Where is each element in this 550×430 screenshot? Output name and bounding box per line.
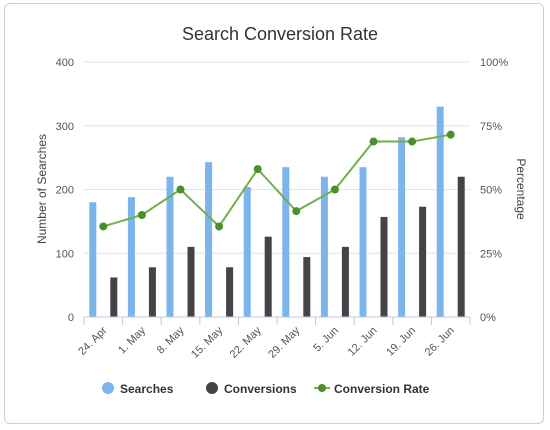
conversion-rate-point [408, 137, 417, 146]
y-tick-left-label: 100 [56, 248, 74, 260]
conversions-bar [380, 216, 388, 317]
x-tick-label: 22. May [228, 324, 265, 361]
y-axis-left-title: Number of Searches [35, 134, 49, 244]
legend-item[interactable]: Conversion Rate [314, 382, 430, 396]
searches-bar [282, 167, 290, 317]
y-axis-right-title: Percentage [514, 158, 528, 220]
x-tick-label: 24. Apr [76, 324, 109, 357]
searches-bar [127, 197, 135, 317]
conversion-rate-point [215, 222, 224, 231]
searches-bar [89, 202, 97, 317]
bars [89, 106, 465, 317]
searches-bar [436, 106, 444, 317]
conversions-bar [419, 206, 427, 317]
conversions-bar [110, 277, 118, 317]
searches-bar [398, 137, 406, 317]
conversion-rate-point [99, 222, 108, 231]
searches-bar [243, 186, 251, 317]
conversions-bar [457, 176, 465, 317]
x-tick-label: 1. May [116, 324, 148, 356]
conversions-bar [187, 246, 195, 317]
x-tick-label: 19. Jun [384, 325, 418, 359]
conversions-bar [303, 257, 311, 317]
conversions-bar [341, 246, 349, 317]
searches-bar [166, 176, 174, 317]
conversion-rate-point [137, 211, 146, 219]
conversion-rate-point [330, 185, 339, 194]
y-tick-left-label: 0 [68, 312, 74, 324]
conversions-bar [226, 267, 234, 317]
y-tick-right-label: 75% [480, 121, 502, 133]
searches-bar [359, 167, 367, 317]
legend-label: Conversion Rate [334, 382, 430, 396]
conversion-rate-point [369, 137, 378, 146]
y-tick-right-label: 50% [480, 185, 502, 197]
conversion-rate-point [253, 165, 262, 174]
legend[interactable]: Searches Conversions Conversion Rate [102, 382, 430, 396]
searches-bar [320, 176, 328, 317]
gridlines [84, 61, 470, 254]
y-tick-left-label: 200 [56, 185, 74, 197]
x-tick-label: 26. Jun [423, 325, 457, 359]
legend-bar-symbol [102, 382, 114, 394]
x-tick-label: 5. Jun [311, 325, 341, 355]
x-tick-label: 15. May [189, 324, 226, 361]
searches-bar [205, 162, 213, 317]
x-tick-label: 8. May [155, 324, 187, 356]
conversion-rate-point [292, 207, 301, 216]
y-tick-left-label: 400 [56, 57, 74, 69]
y-tick-right-label: 100% [480, 57, 508, 69]
y-tick-left-label: 300 [56, 121, 74, 133]
legend-point-symbol [318, 384, 326, 392]
y-tick-right-label: 0% [480, 312, 496, 324]
legend-label: Conversions [224, 382, 297, 396]
conversions-bar [264, 236, 272, 317]
legend-item[interactable]: Conversions [206, 382, 297, 396]
y-tick-right-label: 25% [480, 248, 502, 260]
conversion-rate-point [176, 185, 185, 194]
conversions-bar [148, 267, 156, 317]
x-tick-label: 12. Jun [346, 325, 380, 359]
legend-bar-symbol [206, 382, 218, 394]
conversion-rate-point [446, 130, 455, 139]
legend-item[interactable]: Searches [102, 382, 174, 396]
legend-label: Searches [120, 382, 174, 396]
x-tick-label: 29. May [266, 324, 303, 361]
conversion-rate-path [103, 133, 451, 229]
conversion-rate-line [99, 130, 455, 231]
chart-title: Search Conversion Rate [182, 24, 378, 44]
